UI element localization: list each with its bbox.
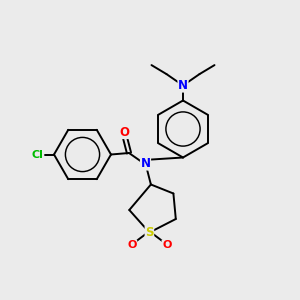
Text: N: N (178, 79, 188, 92)
Text: N: N (140, 157, 151, 170)
Text: S: S (145, 226, 154, 239)
Text: O: O (162, 240, 172, 250)
Text: O: O (127, 240, 137, 250)
Text: O: O (119, 125, 130, 139)
Text: Cl: Cl (32, 149, 44, 160)
